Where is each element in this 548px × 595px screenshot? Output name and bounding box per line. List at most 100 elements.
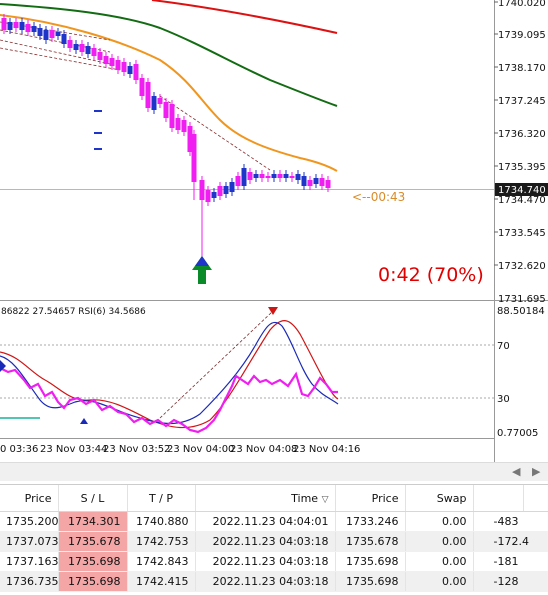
orders-table: Price S / L T / P Time ▽ Price Swap 1735… [0, 485, 548, 592]
candle-body [259, 174, 265, 178]
order-swap: 0.00 [405, 531, 474, 552]
candle-body [217, 186, 223, 196]
time-label: 23 Nov 04:08 [230, 444, 297, 455]
order-row[interactable]: 1737.073 1735.678 1742.753 2022.11.23 04:03… [0, 531, 548, 552]
order-time: 2022.11.23 04:04:01 [195, 511, 336, 532]
price-chart-window[interactable]: 1740.020 1739.095 1738.170 1737.245 1736… [0, 0, 548, 462]
order-profit: -483 [473, 511, 548, 532]
candle-body [43, 30, 49, 40]
candle-body [37, 28, 43, 36]
rsi-header: 86822 27.54657 RSI(6) 34.5686 [1, 307, 146, 317]
trade-orders-panel: Price S / L T / P Time ▽ Price Swap 1735… [0, 484, 548, 595]
candle-body [109, 58, 115, 66]
order-time: 2022.11.23 04:03:18 [195, 551, 336, 572]
rsi-blue-line [0, 321, 339, 425]
column-header-current-price[interactable]: Price [335, 485, 406, 512]
candle-body [19, 22, 25, 30]
candle-body [61, 34, 67, 44]
candle-body [301, 176, 307, 186]
candle-body [319, 178, 325, 186]
candlestick-series [1, 14, 331, 260]
orders-header-row: Price S / L T / P Time ▽ Price Swap [0, 485, 548, 512]
order-stop-loss: 1734.301 [58, 511, 128, 532]
scroll-right-icon[interactable]: ▶ [532, 465, 541, 478]
candle-body [223, 186, 229, 194]
candle-body [115, 60, 121, 70]
order-open-price: 1735.200 [0, 511, 59, 532]
price-label: 1731.695 [498, 294, 546, 305]
candle-body [1, 18, 7, 30]
price-label: 1736.320 [498, 129, 546, 140]
candle-body [7, 22, 13, 30]
candle-body [151, 96, 157, 110]
order-profit: -181 [473, 551, 548, 572]
candle-body [253, 174, 259, 178]
column-header-price[interactable]: Price [0, 485, 59, 512]
candle-body [247, 172, 253, 180]
rsi-axis-label: 88.50184 [497, 306, 545, 317]
candle-body [313, 178, 319, 184]
order-row[interactable]: 1736.735 1735.698 1742.415 2022.11.23 04:03… [0, 571, 548, 592]
candle-body [121, 62, 127, 72]
red-down-arrow-icon [268, 307, 278, 315]
column-header-swap[interactable]: Swap [405, 485, 474, 512]
ma-green-line [0, 3, 338, 107]
candle-body [25, 24, 31, 32]
candle-body [91, 48, 97, 56]
candle-body [85, 46, 91, 54]
scroll-left-icon[interactable]: ◀ [512, 465, 521, 478]
time-label: 23 Nov 04:00 [167, 444, 234, 455]
candle-body [289, 176, 295, 178]
chart-horizontal-scrollbar[interactable]: ◀ ▶ [0, 462, 548, 481]
candle-body [277, 174, 283, 178]
rsi-axis-label: 30 [497, 394, 510, 405]
candle-body [265, 176, 271, 178]
sort-desc-icon: ▽ [321, 494, 329, 505]
column-header-time[interactable]: Time ▽ [195, 485, 336, 512]
candle-body [235, 176, 241, 186]
price-label: 1733.545 [498, 228, 546, 239]
candle-body [55, 32, 61, 36]
order-profit: -128 [473, 571, 548, 592]
candle-body [325, 180, 331, 188]
order-stop-loss: 1735.678 [58, 531, 128, 552]
order-open-price: 1737.073 [0, 531, 59, 552]
candle-body [13, 22, 19, 28]
current-price-label: 1734.740 [498, 185, 546, 196]
countdown-label: <--00:43 [352, 190, 405, 204]
time-label: 0 03:36 [0, 444, 38, 455]
candle-body [157, 98, 163, 104]
candle-body [175, 118, 181, 130]
order-swap: 0.00 [405, 571, 474, 592]
column-header-sl[interactable]: S / L [58, 485, 128, 512]
order-take-profit: 1742.843 [127, 551, 196, 572]
candle-body [205, 190, 211, 202]
rsi-red-line [0, 320, 339, 429]
order-stop-loss: 1735.698 [58, 551, 128, 572]
candle-body [97, 52, 103, 60]
green-up-arrow-icon [192, 256, 212, 284]
order-row[interactable]: 1735.200 1734.301 1740.880 2022.11.23 04:04… [0, 511, 548, 532]
candle-body [211, 192, 217, 198]
price-label: 1732.620 [498, 261, 546, 272]
order-current-price: 1735.698 [335, 571, 406, 592]
order-row[interactable]: 1737.163 1735.698 1742.843 2022.11.23 04:03… [0, 551, 548, 572]
level-markers [94, 110, 102, 150]
column-header-profit[interactable] [473, 485, 524, 512]
column-header-tp[interactable]: T / P [127, 485, 196, 512]
order-stop-loss: 1735.698 [58, 571, 128, 592]
current-price-badge [495, 183, 548, 196]
trend-line-dashed [0, 21, 271, 171]
order-take-profit: 1742.753 [127, 531, 196, 552]
order-current-price: 1735.698 [335, 551, 406, 572]
time-label: 23 Nov 03:52 [103, 444, 170, 455]
candle-body [187, 126, 193, 152]
candle-body [241, 168, 247, 186]
candle-body [133, 64, 139, 80]
order-profit: -172.4 [473, 531, 548, 552]
candle-body [73, 44, 79, 50]
price-axis: 1740.020 1739.095 1738.170 1737.245 1736… [494, 0, 546, 305]
rsi-axis-label: 0.77005 [497, 428, 538, 439]
order-current-price: 1735.678 [335, 531, 406, 552]
candle-body [31, 26, 37, 32]
